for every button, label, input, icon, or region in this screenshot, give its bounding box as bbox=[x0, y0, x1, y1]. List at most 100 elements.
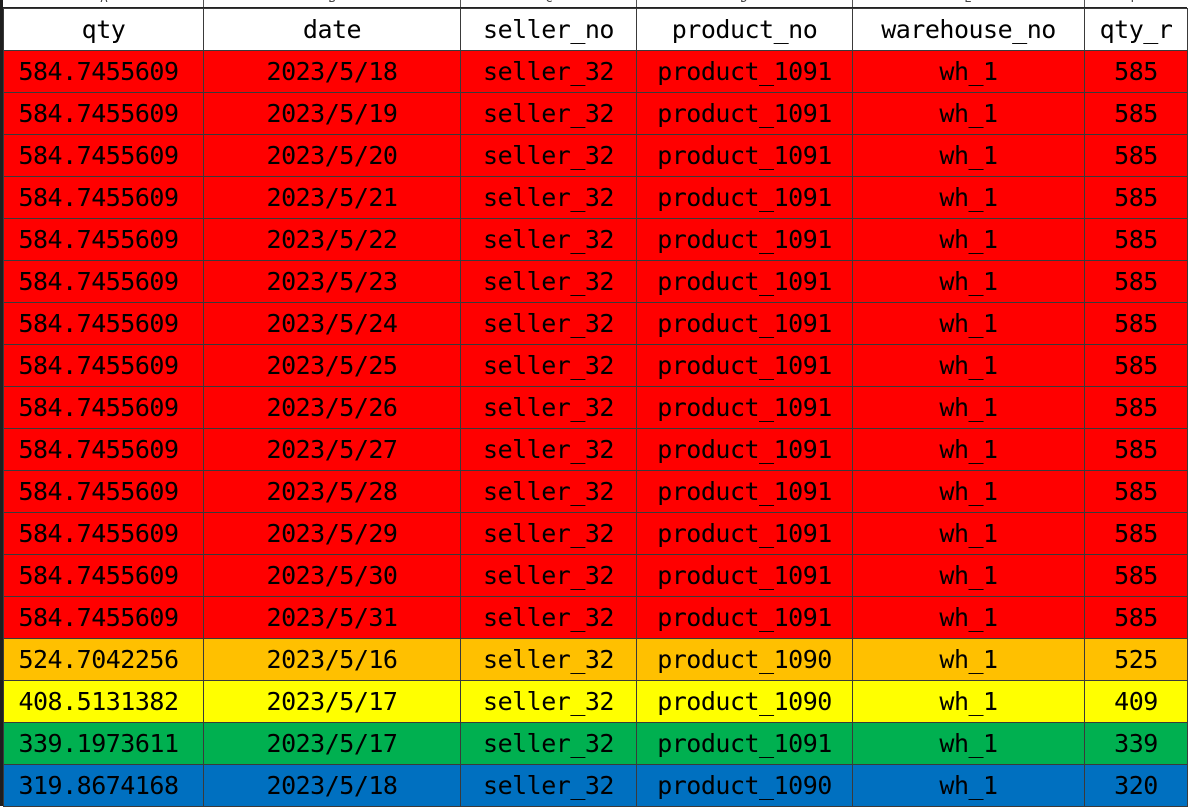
cell-qty-r[interactable]: 585 bbox=[1084, 512, 1188, 555]
cell-seller-no[interactable]: seller_32 bbox=[460, 722, 637, 765]
cell-qty[interactable]: 584.7455609 bbox=[3, 176, 204, 219]
header-cell-product-no[interactable]: product_no bbox=[636, 8, 853, 51]
cell-qty-r[interactable]: 409 bbox=[1084, 680, 1188, 723]
cell-date[interactable]: 2023/5/24 bbox=[203, 302, 461, 345]
header-cell-warehouse-no[interactable]: warehouse_no bbox=[852, 8, 1085, 51]
cell-seller-no[interactable]: seller_32 bbox=[460, 470, 637, 513]
cell-qty-r[interactable]: 585 bbox=[1084, 218, 1188, 261]
cell-date[interactable]: 2023/5/16 bbox=[203, 638, 461, 681]
cell-product-no[interactable]: product_1091 bbox=[636, 260, 853, 303]
cell-product-no[interactable]: product_1091 bbox=[636, 176, 853, 219]
cell-date[interactable]: 2023/5/22 bbox=[203, 218, 461, 261]
cell-product-no[interactable]: product_1091 bbox=[636, 386, 853, 429]
cell-qty[interactable]: 319.8674168 bbox=[3, 764, 204, 807]
cell-qty[interactable]: 584.7455609 bbox=[3, 218, 204, 261]
cell-date[interactable]: 2023/5/21 bbox=[203, 176, 461, 219]
cell-qty[interactable]: 584.7455609 bbox=[3, 470, 204, 513]
cell-date[interactable]: 2023/5/18 bbox=[203, 50, 461, 93]
cell-qty[interactable]: 584.7455609 bbox=[3, 512, 204, 555]
cell-date[interactable]: 2023/5/19 bbox=[203, 92, 461, 135]
cell-warehouse-no[interactable]: wh_1 bbox=[852, 134, 1085, 177]
column-resize-handle[interactable] bbox=[1084, 0, 1085, 7]
header-cell-qty-r[interactable]: qty_r bbox=[1084, 8, 1188, 51]
cell-date[interactable]: 2023/5/20 bbox=[203, 134, 461, 177]
cell-seller-no[interactable]: seller_32 bbox=[460, 680, 637, 723]
cell-product-no[interactable]: product_1091 bbox=[636, 596, 853, 639]
column-letter-d[interactable]: D bbox=[734, 0, 754, 5]
cell-qty-r[interactable]: 585 bbox=[1084, 92, 1188, 135]
cell-qty-r[interactable]: 339 bbox=[1084, 722, 1188, 765]
cell-warehouse-no[interactable]: wh_1 bbox=[852, 596, 1085, 639]
cell-seller-no[interactable]: seller_32 bbox=[460, 512, 637, 555]
cell-warehouse-no[interactable]: wh_1 bbox=[852, 50, 1085, 93]
cell-qty-r[interactable]: 585 bbox=[1084, 428, 1188, 471]
cell-warehouse-no[interactable]: wh_1 bbox=[852, 764, 1085, 807]
cell-qty[interactable]: 584.7455609 bbox=[3, 386, 204, 429]
cell-seller-no[interactable]: seller_32 bbox=[460, 764, 637, 807]
cell-qty[interactable]: 339.1973611 bbox=[3, 722, 204, 765]
cell-date[interactable]: 2023/5/18 bbox=[203, 764, 461, 807]
cell-warehouse-no[interactable]: wh_1 bbox=[852, 218, 1085, 261]
cell-qty-r[interactable]: 525 bbox=[1084, 638, 1188, 681]
cell-qty[interactable]: 524.7042256 bbox=[3, 638, 204, 681]
cell-qty[interactable]: 584.7455609 bbox=[3, 344, 204, 387]
cell-date[interactable]: 2023/5/25 bbox=[203, 344, 461, 387]
cell-warehouse-no[interactable]: wh_1 bbox=[852, 512, 1085, 555]
cell-qty[interactable]: 584.7455609 bbox=[3, 50, 204, 93]
column-resize-handle[interactable] bbox=[460, 0, 461, 7]
cell-qty[interactable]: 584.7455609 bbox=[3, 260, 204, 303]
cell-product-no[interactable]: product_1091 bbox=[636, 302, 853, 345]
cell-product-no[interactable]: product_1091 bbox=[636, 512, 853, 555]
cell-seller-no[interactable]: seller_32 bbox=[460, 638, 637, 681]
cell-seller-no[interactable]: seller_32 bbox=[460, 92, 637, 135]
cell-warehouse-no[interactable]: wh_1 bbox=[852, 344, 1085, 387]
cell-product-no[interactable]: product_1091 bbox=[636, 344, 853, 387]
cell-warehouse-no[interactable]: wh_1 bbox=[852, 260, 1085, 303]
cell-product-no[interactable]: product_1091 bbox=[636, 218, 853, 261]
cell-warehouse-no[interactable]: wh_1 bbox=[852, 428, 1085, 471]
cell-warehouse-no[interactable]: wh_1 bbox=[852, 386, 1085, 429]
cell-date[interactable]: 2023/5/27 bbox=[203, 428, 461, 471]
cell-qty[interactable]: 584.7455609 bbox=[3, 596, 204, 639]
cell-warehouse-no[interactable]: wh_1 bbox=[852, 638, 1085, 681]
cell-warehouse-no[interactable]: wh_1 bbox=[852, 722, 1085, 765]
cell-seller-no[interactable]: seller_32 bbox=[460, 302, 637, 345]
cell-warehouse-no[interactable]: wh_1 bbox=[852, 680, 1085, 723]
cell-qty-r[interactable]: 585 bbox=[1084, 50, 1188, 93]
cell-warehouse-no[interactable]: wh_1 bbox=[852, 302, 1085, 345]
cell-date[interactable]: 2023/5/23 bbox=[203, 260, 461, 303]
column-resize-handle[interactable] bbox=[852, 0, 853, 7]
cell-warehouse-no[interactable]: wh_1 bbox=[852, 176, 1085, 219]
cell-qty-r[interactable]: 585 bbox=[1084, 596, 1188, 639]
cell-warehouse-no[interactable]: wh_1 bbox=[852, 470, 1085, 513]
cell-qty-r[interactable]: 585 bbox=[1084, 260, 1188, 303]
cell-product-no[interactable]: product_1090 bbox=[636, 680, 853, 723]
column-resize-handle[interactable] bbox=[636, 0, 637, 7]
cell-seller-no[interactable]: seller_32 bbox=[460, 218, 637, 261]
column-letter-c[interactable]: C bbox=[539, 0, 559, 5]
header-cell-qty[interactable]: qty bbox=[3, 8, 204, 51]
column-resize-handle[interactable] bbox=[203, 0, 204, 7]
header-cell-date[interactable]: date bbox=[203, 8, 461, 51]
cell-qty-r[interactable]: 585 bbox=[1084, 386, 1188, 429]
cell-qty-r[interactable]: 585 bbox=[1084, 176, 1188, 219]
cell-product-no[interactable]: product_1091 bbox=[636, 428, 853, 471]
cell-date[interactable]: 2023/5/31 bbox=[203, 596, 461, 639]
cell-qty[interactable]: 584.7455609 bbox=[3, 554, 204, 597]
cell-qty[interactable]: 584.7455609 bbox=[3, 428, 204, 471]
cell-product-no[interactable]: product_1090 bbox=[636, 638, 853, 681]
cell-qty[interactable]: 584.7455609 bbox=[3, 92, 204, 135]
cell-qty-r[interactable]: 320 bbox=[1084, 764, 1188, 807]
cell-qty[interactable]: 584.7455609 bbox=[3, 134, 204, 177]
cell-product-no[interactable]: product_1091 bbox=[636, 92, 853, 135]
cell-seller-no[interactable]: seller_32 bbox=[460, 344, 637, 387]
cell-qty-r[interactable]: 585 bbox=[1084, 470, 1188, 513]
cell-date[interactable]: 2023/5/29 bbox=[203, 512, 461, 555]
cell-date[interactable]: 2023/5/30 bbox=[203, 554, 461, 597]
cell-seller-no[interactable]: seller_32 bbox=[460, 260, 637, 303]
cell-seller-no[interactable]: seller_32 bbox=[460, 554, 637, 597]
cell-product-no[interactable]: product_1090 bbox=[636, 764, 853, 807]
cell-date[interactable]: 2023/5/26 bbox=[203, 386, 461, 429]
cell-product-no[interactable]: product_1091 bbox=[636, 50, 853, 93]
cell-qty-r[interactable]: 585 bbox=[1084, 344, 1188, 387]
